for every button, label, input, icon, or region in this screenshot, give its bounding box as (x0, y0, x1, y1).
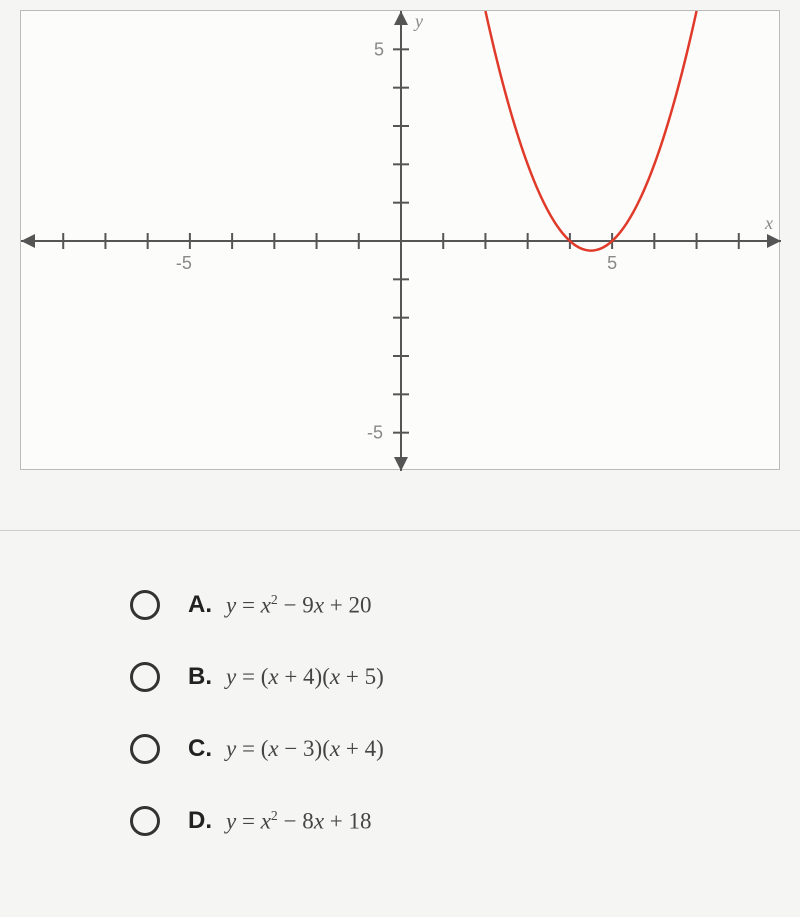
option-a[interactable]: A. y = x2 − 9x + 20 (130, 590, 730, 620)
option-equation: y = x2 − 9x + 20 (226, 592, 372, 619)
section-divider (0, 530, 800, 531)
svg-text:-5: -5 (367, 423, 383, 443)
option-equation: y = (x − 3)(x + 4) (226, 736, 384, 762)
radio-icon[interactable] (130, 806, 160, 836)
svg-text:5: 5 (607, 253, 617, 273)
svg-text:x: x (764, 213, 773, 233)
radio-icon[interactable] (130, 662, 160, 692)
option-d[interactable]: D. y = x2 − 8x + 18 (130, 806, 730, 836)
answer-options: A. y = x2 − 9x + 20 B. y = (x + 4)(x + 5… (130, 590, 730, 878)
svg-text:-5: -5 (176, 253, 192, 273)
option-letter: C. (188, 735, 212, 763)
option-c[interactable]: C. y = (x − 3)(x + 4) (130, 734, 730, 764)
svg-text:y: y (413, 11, 423, 31)
option-equation: y = x2 − 8x + 18 (226, 808, 372, 835)
radio-icon[interactable] (130, 590, 160, 620)
option-b[interactable]: B. y = (x + 4)(x + 5) (130, 662, 730, 692)
parabola-chart: -5 5 5 -5 y x (21, 11, 781, 471)
option-equation: y = (x + 4)(x + 5) (226, 664, 384, 690)
option-letter: A. (188, 591, 212, 619)
option-letter: B. (188, 663, 212, 691)
svg-text:5: 5 (374, 39, 384, 59)
chart-panel: -5 5 5 -5 y x (20, 10, 780, 470)
radio-icon[interactable] (130, 734, 160, 764)
option-letter: D. (188, 807, 212, 835)
